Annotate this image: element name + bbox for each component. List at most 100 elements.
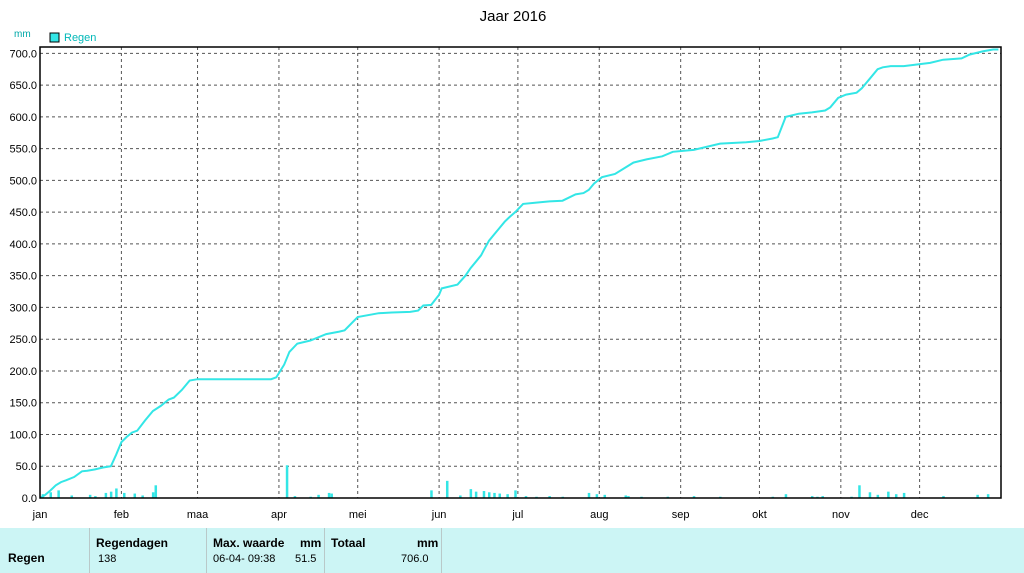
daily-rain-bar — [603, 494, 607, 498]
daily-rain-bar — [627, 496, 630, 498]
totaal-value: 706.0 — [401, 553, 429, 565]
regendagen-value: 138 — [98, 553, 117, 565]
rain-chart: Jaar 2016 mm Regen 0.0 50.0 100.0 150.0 200.… — [9, 8, 1002, 521]
totaal-cell: Totaal mm 706.0 — [324, 528, 442, 573]
y-tick-label: 50.0 — [16, 461, 37, 473]
daily-rain-bar — [94, 496, 97, 498]
y-tick-label: 300.0 — [9, 302, 37, 314]
daily-rain-bar — [430, 490, 433, 498]
chart-title: Jaar 2016 — [480, 8, 547, 25]
x-tick-label: okt — [752, 509, 767, 521]
daily-rain-bar — [942, 496, 945, 498]
x-tick-label: mei — [349, 509, 367, 521]
daily-rain-bar — [624, 495, 628, 498]
daily-rain-bar — [57, 490, 60, 498]
legend-swatch — [49, 32, 60, 43]
y-tick-label: 350.0 — [9, 271, 37, 283]
daily-rain-bar — [810, 496, 814, 498]
x-tick-label: jun — [431, 509, 447, 521]
daily-rain-bar — [506, 494, 509, 498]
y-tick-label: 600.0 — [9, 112, 37, 124]
grid — [40, 47, 1001, 498]
daily-rain-bar — [482, 491, 486, 498]
x-tick-labels: jan feb maa apr mei jun jul aug sep okt nov dec — [32, 509, 929, 521]
daily-rain-bar — [49, 492, 53, 498]
daily-rain-bar — [595, 494, 599, 498]
max-header: Max. waarde — [213, 536, 285, 550]
daily-rain-bar — [876, 494, 880, 498]
y-tick-label: 150.0 — [9, 398, 37, 410]
daily-rain-bar — [493, 492, 496, 498]
daily-rain-bar — [88, 494, 92, 498]
y-tick-label: 650.0 — [9, 80, 37, 92]
max-unit: mm — [300, 536, 322, 550]
daily-rain-bar — [976, 494, 979, 498]
y-tick-label: 500.0 — [9, 175, 37, 187]
x-tick-label: jan — [32, 509, 48, 521]
max-date: 06-04- 09:38 — [213, 553, 276, 565]
y-tick-label: 700.0 — [9, 48, 37, 60]
daily-rain-bar — [692, 496, 696, 498]
daily-rain-bar — [293, 496, 297, 498]
daily-rain-bar — [514, 490, 517, 498]
max-cell: Max. waarde mm 06-04- 09:38 51.5 — [206, 528, 324, 573]
daily-rain-bar — [986, 494, 990, 498]
y-tick-labels: 0.0 50.0 100.0 150.0 200.0 250.0 300.0 350.0 400… — [9, 48, 37, 505]
cumulative-rain-line — [39, 48, 999, 499]
daily-rain-bar — [474, 491, 478, 498]
x-tick-label: maa — [187, 509, 209, 521]
daily-rain-bar — [459, 495, 462, 498]
totaal-unit: mm — [417, 536, 439, 550]
x-tick-label: nov — [832, 509, 850, 521]
daily-rain-bar — [469, 489, 473, 498]
regendagen-cell: Regendagen 138 — [89, 528, 206, 573]
regendagen-header: Regendagen — [96, 536, 169, 550]
y-tick-label: 550.0 — [9, 144, 37, 156]
daily-rain-bar — [887, 491, 890, 498]
daily-rain-bar — [487, 492, 491, 498]
daily-rain-bars — [41, 465, 990, 498]
y-tick-label: 100.0 — [9, 429, 37, 441]
x-tick-label: apr — [271, 509, 287, 521]
stats-panel: Regen Regendagen 138 Max. waarde mm 06-0… — [0, 528, 1024, 573]
daily-rain-bar — [133, 493, 137, 498]
daily-rain-bar — [123, 492, 126, 498]
x-tick-label: dec — [911, 509, 929, 521]
x-tick-label: sep — [672, 509, 690, 521]
y-tick-label: 400.0 — [9, 239, 37, 251]
daily-rain-bar — [317, 494, 320, 498]
x-tick-label: aug — [590, 509, 608, 521]
daily-rain-bar — [330, 493, 333, 498]
daily-rain-bar — [285, 465, 289, 498]
daily-rain-bar — [141, 495, 144, 498]
plot-frame — [39, 46, 1002, 499]
daily-rain-bar — [327, 492, 331, 498]
x-tick-label: jul — [511, 509, 523, 521]
daily-rain-bar — [115, 488, 118, 498]
totaal-header: Totaal — [331, 536, 366, 550]
daily-rain-bar — [498, 493, 501, 498]
max-value: 51.5 — [295, 553, 317, 565]
daily-rain-bar — [445, 480, 449, 498]
y-axis-unit: mm — [14, 29, 31, 40]
daily-rain-bar — [902, 492, 906, 498]
daily-rain-bar — [151, 492, 155, 498]
daily-rain-bar — [70, 495, 74, 498]
daily-rain-bar — [821, 496, 824, 498]
daily-rain-bar — [154, 485, 158, 498]
x-tick-label: feb — [114, 509, 129, 521]
daily-rain-bar — [104, 492, 108, 498]
legend-label: Regen — [64, 32, 96, 44]
stats-row-label: Regen — [8, 551, 45, 565]
daily-rain-bar — [587, 492, 591, 498]
daily-rain-bar — [524, 496, 528, 498]
daily-rain-bar — [548, 496, 551, 498]
daily-rain-bar — [868, 492, 872, 498]
y-tick-label: 450.0 — [9, 207, 37, 219]
y-tick-label: 200.0 — [9, 366, 37, 378]
y-tick-label: 0.0 — [22, 493, 37, 505]
daily-rain-bar — [858, 485, 861, 498]
daily-rain-bar — [894, 494, 898, 498]
y-tick-label: 250.0 — [9, 334, 37, 346]
daily-rain-bar — [109, 491, 113, 498]
